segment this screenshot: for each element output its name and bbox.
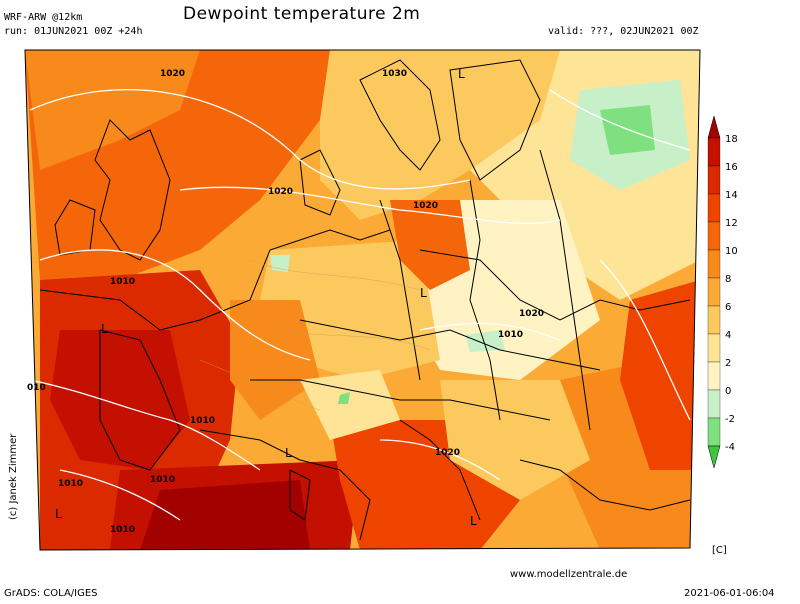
isobar-label: 1020 [160, 69, 185, 79]
colorbar-segment [707, 137, 721, 167]
colorbar-segment [707, 389, 721, 419]
low-label: L [458, 67, 465, 81]
colorbar-tick-label: 18 [725, 134, 738, 145]
valid-label: valid: ???, 02JUN2021 00Z [548, 26, 699, 37]
colorbar-segment [707, 165, 721, 195]
low-label: L [285, 446, 292, 460]
low-pressure-labels: L L L L L L [55, 67, 477, 528]
isobars [29, 88, 691, 521]
colorbar-tick-label: 16 [725, 162, 738, 173]
map-frame [24, 49, 701, 551]
colorbar-tick-label: 14 [725, 190, 738, 201]
isobar-label: 1010 [498, 330, 523, 340]
colorbar-segment [707, 221, 721, 251]
website-label: www.modellzentrale.de [510, 569, 628, 580]
low-label: L [55, 507, 62, 521]
isobar-label: 1020 [413, 201, 438, 211]
isobar-label: 1020 [519, 309, 544, 319]
copyright-label: (c) Janek Zimmer [8, 433, 19, 520]
low-label: L [101, 322, 108, 336]
colorbar-tick-label: -2 [725, 414, 735, 425]
low-label: L [420, 286, 427, 300]
colorbar-bottom-arrow [707, 445, 721, 469]
colorbar-unit: [C] [712, 545, 727, 556]
colorbar-tick-label: 12 [725, 218, 738, 229]
isobar-label: 1020 [268, 187, 293, 197]
isobar-label: 1010 [190, 416, 215, 426]
timestamp-label: 2021-06-01-06:04 [684, 588, 775, 599]
isobar-label: 010 [27, 383, 46, 393]
colorbar-tick-label: 2 [725, 358, 731, 369]
colorbar-segment [707, 193, 721, 223]
grads-label: GrADS: COLA/IGES [4, 588, 98, 599]
colorbar-tick-label: 10 [725, 246, 738, 257]
low-label: L [470, 514, 477, 528]
isobar-label: 1010 [110, 277, 135, 287]
colorbar-tick-label: 0 [725, 386, 731, 397]
colorbar-segment [707, 417, 721, 447]
colorbar-segment [707, 305, 721, 335]
colorbar-tick-label: -4 [725, 442, 735, 453]
isobar-label: 1020 [435, 448, 460, 458]
map-title: Dewpoint temperature 2m [183, 4, 421, 24]
colorbar-top-arrow [707, 115, 721, 139]
model-label: WRF-ARW @12km [4, 12, 83, 23]
colorbar: 18 16 14 12 10 8 6 4 2 0 -2 -4 [707, 115, 738, 469]
run-label: run: 01JUN2021 00Z +24h [4, 26, 143, 37]
isobar-label: 1010 [150, 475, 175, 485]
coastlines [39, 59, 691, 541]
colorbar-segment [707, 277, 721, 307]
isobar-label: 1010 [110, 525, 135, 535]
colorbar-tick-label: 4 [725, 330, 731, 341]
colorbar-tick-label: 8 [725, 274, 731, 285]
isobar-label: 1030 [382, 69, 407, 79]
isobar-label: 1010 [58, 479, 83, 489]
isobar-labels: 1020 1030 1020 1020 1010 1020 1010 1010 … [27, 69, 544, 535]
colorbar-segment [707, 361, 721, 391]
colorbar-segment [707, 333, 721, 363]
dewpoint-contours [199, 259, 431, 411]
colorbar-segment [707, 249, 721, 279]
colorbar-tick-label: 6 [725, 302, 731, 313]
